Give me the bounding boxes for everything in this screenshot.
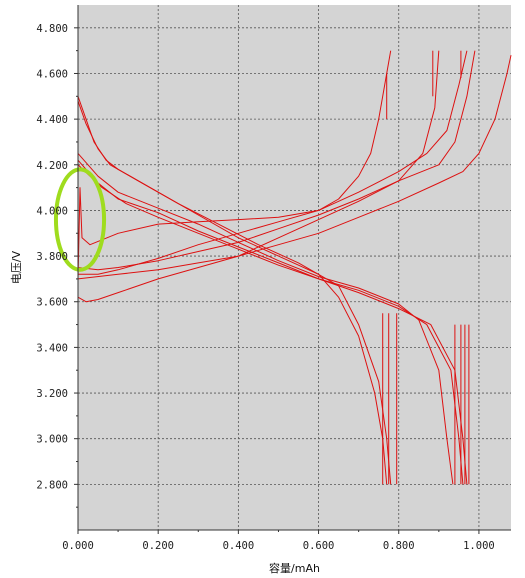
y-tick-label: 3.600 — [36, 297, 68, 309]
tick-labels: 2.800 3.000 3.200 3.400 3.600 3.800 4.000 4.200… — [36, 23, 494, 552]
x-tick-label: 0.600 — [303, 540, 335, 552]
series-line-4 — [77, 50, 476, 271]
y-tick-label: 3.400 — [36, 342, 68, 354]
series-line-10 — [77, 164, 468, 485]
series-line-7 — [77, 100, 392, 485]
x-tick-label: 0.000 — [62, 540, 94, 552]
series-line-5 — [77, 55, 512, 280]
series-line-9 — [77, 159, 464, 485]
y-tick-label: 3.000 — [36, 434, 68, 446]
y-tick-label: 4.000 — [36, 205, 68, 217]
x-tick-label: 0.800 — [383, 540, 415, 552]
y-tick-label: 4.400 — [36, 114, 68, 126]
series-line-1 — [77, 50, 392, 279]
x-tick-label: 1.000 — [463, 540, 495, 552]
x-tick-label: 0.400 — [223, 540, 255, 552]
y-axis-label: 电压/V — [10, 250, 23, 284]
y-tick-label: 4.600 — [36, 68, 68, 80]
y-tick-label: 4.200 — [36, 160, 68, 172]
x-axis-label: 容量/mAh — [269, 561, 320, 575]
highlight-layer — [53, 167, 107, 272]
highlight-ellipse — [53, 167, 107, 272]
x-tick-label: 0.200 — [142, 540, 174, 552]
y-tick-label: 3.200 — [36, 388, 68, 400]
y-tick-label: 4.800 — [36, 23, 68, 35]
y-tick-label: 3.800 — [36, 251, 68, 263]
axes — [74, 5, 511, 534]
series-line-8 — [77, 153, 454, 485]
y-tick-label: 2.800 — [36, 479, 68, 491]
series-line-3 — [78, 50, 468, 275]
